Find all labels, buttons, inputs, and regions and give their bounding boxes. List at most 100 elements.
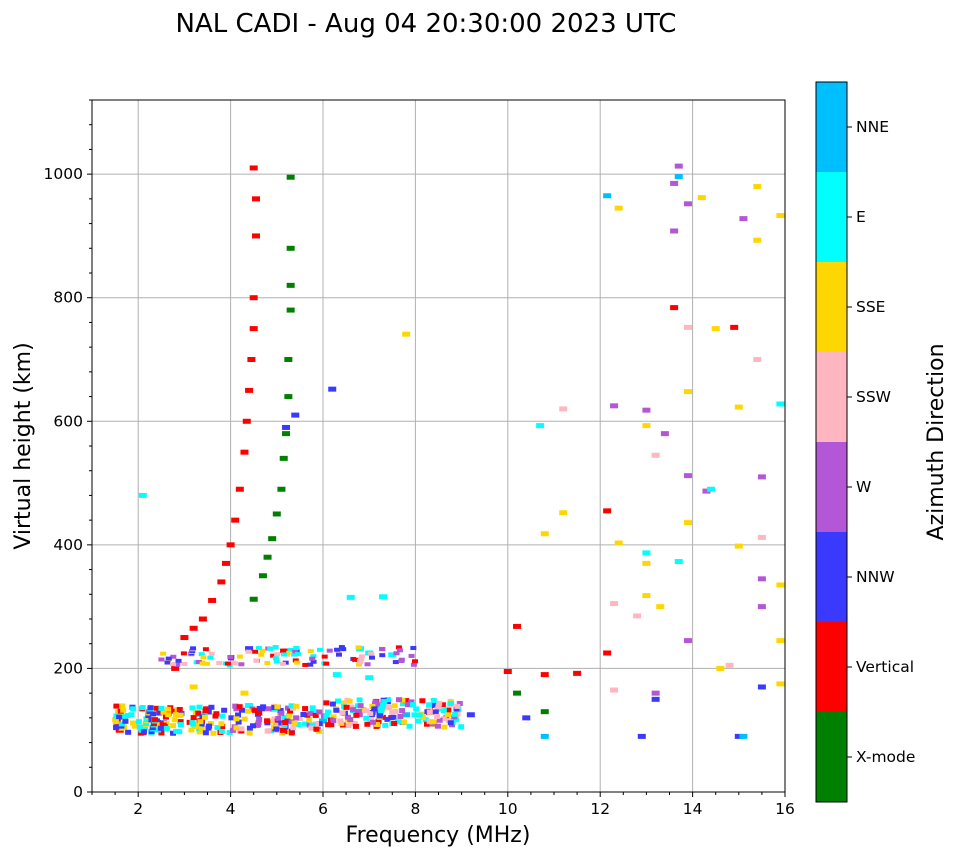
echo-band-point (346, 719, 353, 725)
echo-band-point (389, 709, 396, 715)
echo-band-point (279, 730, 286, 736)
echo-point-e (379, 594, 388, 600)
echo-band-point (190, 721, 197, 727)
echo-point-vertical (249, 165, 258, 171)
echo-band-point (293, 715, 300, 721)
echo-band-point (288, 703, 295, 709)
colorbar-label: E (856, 208, 866, 226)
echo-band-point (300, 711, 307, 717)
echo-band-point (328, 722, 335, 728)
echo-band-point (238, 726, 245, 732)
echo-band-point (399, 697, 406, 703)
echo-band-point (274, 704, 281, 710)
echo-band-point (272, 644, 279, 649)
echo-band-point (171, 708, 178, 714)
colorbar-label: SSW (856, 388, 891, 406)
echo-band-point (233, 725, 240, 731)
echo-band-point (145, 713, 152, 719)
echo-band-point (135, 719, 142, 725)
echo-point-x-mode (286, 307, 295, 313)
echo-band-point (200, 655, 207, 660)
echo-band-point (406, 723, 413, 729)
echo-band-point (384, 697, 391, 703)
echo-band-point (207, 720, 214, 726)
echo-point-e (388, 652, 397, 658)
echo-band-point (426, 702, 433, 708)
echo-band-point (204, 661, 211, 666)
echo-band-point (292, 649, 299, 654)
echo-band-point (436, 717, 443, 723)
echo-band-point (302, 662, 309, 667)
echo-band-point (401, 719, 408, 725)
echo-point-ssw (559, 406, 568, 412)
echo-band-point (382, 722, 389, 728)
echo-point-vertical (221, 560, 230, 566)
echo-point-sse (642, 560, 651, 566)
echo-point-x-mode (540, 709, 549, 715)
echo-band-point (212, 713, 219, 719)
echo-band-point (157, 721, 164, 727)
echo-band-point (160, 709, 167, 715)
echo-band-point (307, 649, 314, 654)
echo-point-nnw (291, 412, 300, 418)
echo-point-x-mode (286, 174, 295, 180)
echo-band-point (158, 705, 165, 711)
echo-band-point (426, 709, 433, 715)
echo-band-point (250, 723, 257, 729)
y-tick-label: 200 (53, 659, 83, 677)
echo-band-point (358, 654, 365, 659)
echo-point-x-mode (282, 431, 291, 437)
echo-band-point (264, 728, 271, 734)
echo-point-w (757, 604, 766, 610)
echo-band-point (272, 656, 279, 661)
echo-band-point (233, 706, 240, 712)
echo-band-point (268, 718, 275, 724)
echo-point-x-mode (249, 596, 258, 602)
echo-band-point (381, 699, 388, 705)
echo-point-x-mode (284, 394, 293, 400)
echo-band-point (176, 729, 183, 735)
echo-band-point (339, 710, 346, 716)
echo-point-vertical (231, 517, 240, 523)
echo-point-sse (656, 604, 665, 610)
echo-band-point (284, 650, 291, 655)
echo-point-vertical (189, 625, 198, 631)
echo-band-point (453, 706, 460, 712)
echo-point-vertical (540, 672, 549, 678)
echo-band-point (352, 723, 359, 729)
echo-band-point (321, 654, 328, 659)
echo-point-nnw (466, 712, 475, 718)
echo-band-point (413, 706, 420, 712)
echo-band-point (356, 697, 363, 703)
echo-band-point (152, 717, 159, 723)
echo-band-point (393, 651, 400, 656)
echo-band-point (410, 645, 417, 650)
y-tick-label: 400 (53, 536, 83, 554)
echo-point-sse (614, 205, 623, 211)
echo-band-point (287, 708, 294, 714)
echo-point-vertical (513, 623, 522, 629)
echo-band-point (363, 715, 370, 721)
echo-point-ssw (725, 662, 734, 668)
echo-band-point (313, 726, 320, 732)
echo-point-sse (683, 520, 692, 526)
chart-title: NAL CADI - Aug 04 20:30:00 2023 UTC (176, 9, 677, 39)
echo-band-point (380, 703, 387, 709)
echo-point-x-mode (513, 690, 522, 696)
echo-point-ssw (757, 534, 766, 540)
echo-band-point (232, 703, 239, 709)
echo-band-point (244, 708, 251, 714)
echo-band-point (267, 646, 274, 651)
echo-band-point (426, 705, 433, 711)
echo-band-point (419, 715, 426, 721)
echo-band-point (316, 721, 323, 727)
echo-band-point (379, 714, 386, 720)
echo-band-point (411, 659, 418, 664)
y-tick-label: 800 (53, 289, 83, 307)
echo-band-point (310, 654, 317, 659)
echo-point-sse (683, 389, 692, 395)
echo-point-sse (776, 638, 785, 644)
echo-band-point (368, 651, 375, 656)
echo-band-point (416, 712, 423, 718)
echo-band-point (148, 717, 155, 723)
